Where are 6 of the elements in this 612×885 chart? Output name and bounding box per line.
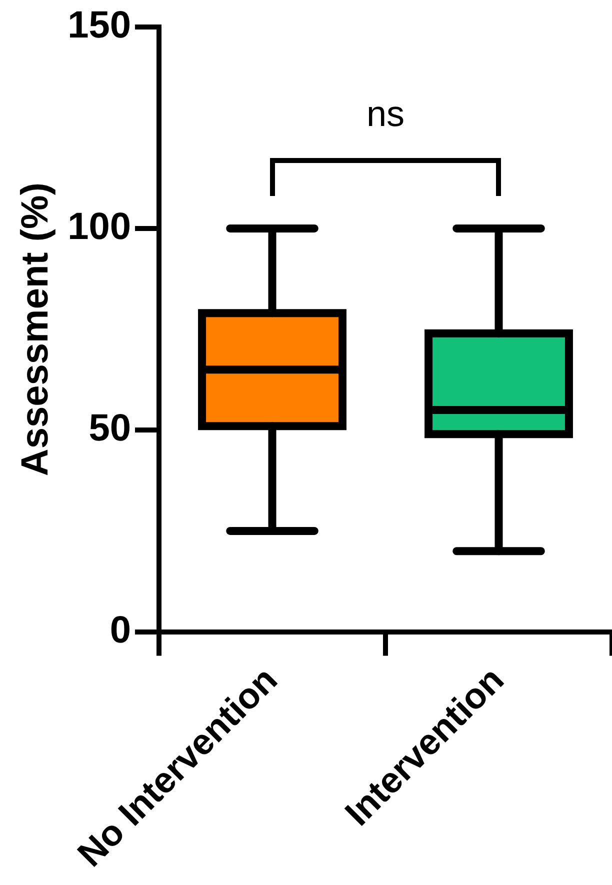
y-axis-title: Assessment (%)	[14, 182, 56, 476]
y-tick-label: 50	[88, 408, 131, 450]
y-tick-label: 0	[110, 609, 131, 652]
y-tick-label: 100	[68, 206, 131, 248]
annotation: ns	[366, 93, 405, 136]
y-tick-label: 150	[68, 4, 131, 46]
